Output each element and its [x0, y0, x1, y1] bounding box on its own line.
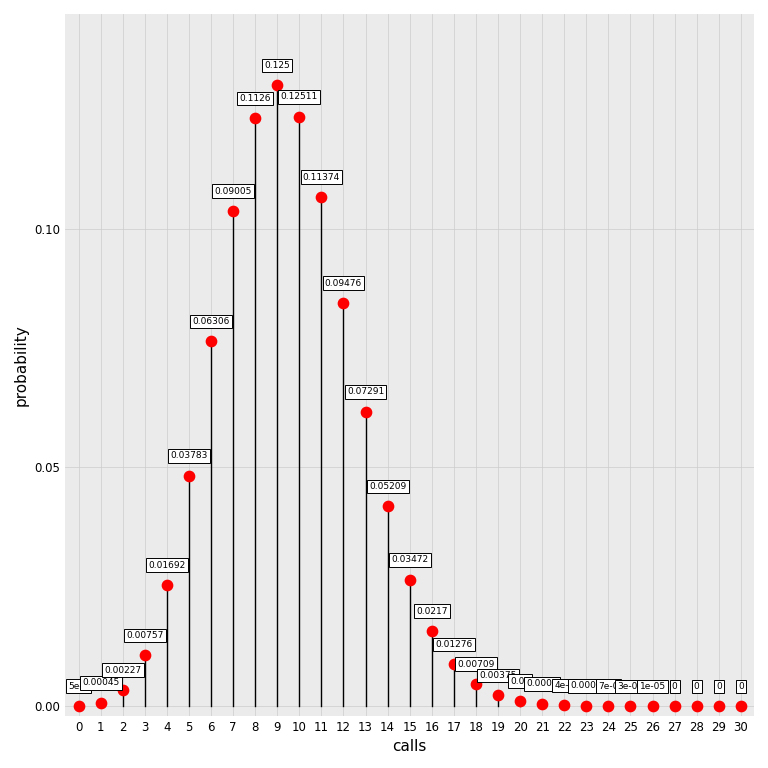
Point [337, 297, 349, 310]
Text: 0: 0 [694, 682, 700, 691]
Point [558, 699, 571, 711]
Point [227, 205, 240, 217]
Text: 0.12511: 0.12511 [280, 92, 318, 101]
Text: 0.00757: 0.00757 [126, 631, 164, 640]
Point [139, 649, 151, 661]
Text: 0.07291: 0.07291 [347, 387, 384, 396]
Point [315, 190, 327, 203]
Point [117, 684, 129, 696]
Point [382, 500, 394, 512]
Point [470, 678, 482, 690]
Point [183, 469, 195, 482]
Point [359, 406, 372, 418]
Text: 0.125: 0.125 [264, 61, 290, 70]
Text: 0.00045: 0.00045 [82, 678, 119, 687]
Text: 0.01692: 0.01692 [148, 561, 186, 570]
Text: 0.05209: 0.05209 [369, 482, 406, 491]
Point [668, 700, 680, 712]
Text: 0.03472: 0.03472 [391, 555, 429, 564]
Y-axis label: probability: probability [14, 324, 29, 406]
Point [602, 700, 614, 712]
Text: 0.01276: 0.01276 [435, 640, 472, 649]
Text: 0.00227: 0.00227 [104, 666, 141, 675]
Point [536, 697, 548, 710]
Text: 1e-05: 1e-05 [640, 682, 666, 691]
Point [492, 689, 504, 701]
Text: 0: 0 [672, 682, 677, 691]
Text: 7e-0: 7e-0 [598, 682, 618, 690]
Text: 4e-0: 4e-0 [554, 681, 574, 690]
Point [514, 695, 526, 707]
Point [735, 700, 747, 712]
Text: 0.1126: 0.1126 [240, 94, 271, 103]
Text: 0.0000: 0.0000 [571, 681, 602, 690]
Point [271, 79, 283, 91]
Point [580, 700, 592, 712]
Text: 0.00375: 0.00375 [479, 670, 517, 680]
Text: 5e-0: 5e-0 [68, 681, 89, 690]
Point [72, 700, 84, 712]
Point [94, 697, 107, 709]
Text: 0.03783: 0.03783 [170, 452, 207, 461]
Text: 0.11374: 0.11374 [303, 173, 340, 182]
Text: 0.09476: 0.09476 [325, 279, 362, 288]
Point [161, 579, 173, 591]
Text: 0: 0 [716, 682, 722, 691]
Point [647, 700, 659, 712]
Point [713, 700, 725, 712]
Text: 3e-05: 3e-05 [617, 682, 644, 690]
Text: 0.09005: 0.09005 [214, 187, 252, 196]
Point [624, 700, 637, 712]
Text: 0.0000: 0.0000 [526, 680, 558, 688]
Point [690, 700, 703, 712]
X-axis label: calls: calls [392, 739, 427, 754]
Point [293, 111, 306, 123]
Text: 0.06306: 0.06306 [192, 317, 230, 326]
Text: 0.00709: 0.00709 [457, 660, 495, 669]
Point [403, 574, 415, 586]
Point [425, 625, 438, 637]
Point [205, 335, 217, 347]
Text: 0.0217: 0.0217 [416, 607, 448, 616]
Text: 0.00: 0.00 [510, 677, 530, 686]
Point [448, 658, 460, 670]
Text: 0: 0 [738, 682, 743, 691]
Point [249, 112, 261, 124]
